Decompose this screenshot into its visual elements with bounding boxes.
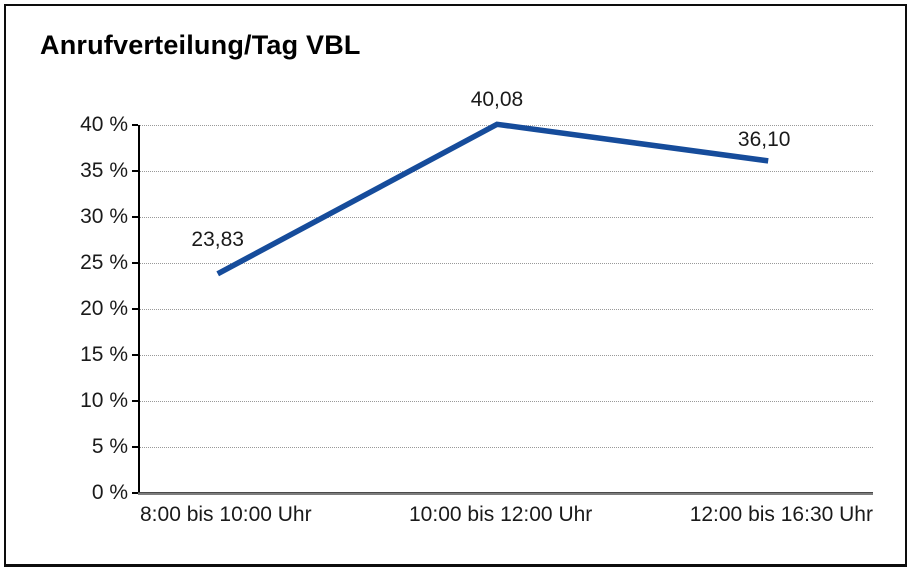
gridline: [140, 263, 873, 264]
y-axis-line: [138, 125, 140, 494]
x-axis-line: [138, 492, 873, 495]
y-axis-tick: [132, 124, 138, 126]
chart-frame: [4, 4, 907, 567]
x-tick-label: 10:00 bis 12:00 Uhr: [409, 503, 593, 526]
y-axis-tick: [132, 400, 138, 402]
y-tick-label: 15 %: [80, 343, 128, 366]
x-tick-label: 8:00 bis 10:00 Uhr: [140, 503, 312, 526]
gridline: [140, 355, 873, 356]
y-axis-tick: [132, 170, 138, 172]
gridline: [140, 217, 873, 218]
y-axis-tick: [132, 308, 138, 310]
y-axis-tick: [132, 354, 138, 356]
y-tick-label: 10 %: [80, 389, 128, 412]
y-tick-label: 30 %: [80, 205, 128, 228]
data-point-label: 36,10: [737, 127, 791, 151]
chart-title: Anrufverteilung/Tag VBL: [40, 30, 361, 60]
y-axis-tick: [132, 262, 138, 264]
y-axis-tick: [132, 216, 138, 218]
y-tick-label: 25 %: [80, 251, 128, 274]
y-tick-label: 20 %: [80, 297, 128, 320]
data-line-layer: [216, 121, 769, 277]
y-tick-label: 0 %: [91, 481, 128, 504]
data-point-label: 23,83: [191, 227, 244, 251]
data-line: [216, 121, 769, 277]
x-axis-labels: 8:00 bis 10:00 Uhr 10:00 bis 12:00 Uhr 12:…: [140, 503, 873, 527]
gridline: [140, 447, 873, 448]
y-tick-label: 40 %: [80, 113, 128, 136]
y-tick-label: 35 %: [80, 159, 128, 182]
y-tick-label: 5 %: [91, 435, 128, 458]
data-point-label: 40,08: [470, 88, 524, 112]
y-axis-tick: [132, 492, 138, 494]
gridline: [140, 171, 873, 172]
x-tick-label: 12:00 bis 16:30 Uhr: [689, 503, 873, 526]
gridline: [140, 401, 873, 402]
y-axis-tick: [132, 446, 138, 448]
gridline: [140, 309, 873, 310]
